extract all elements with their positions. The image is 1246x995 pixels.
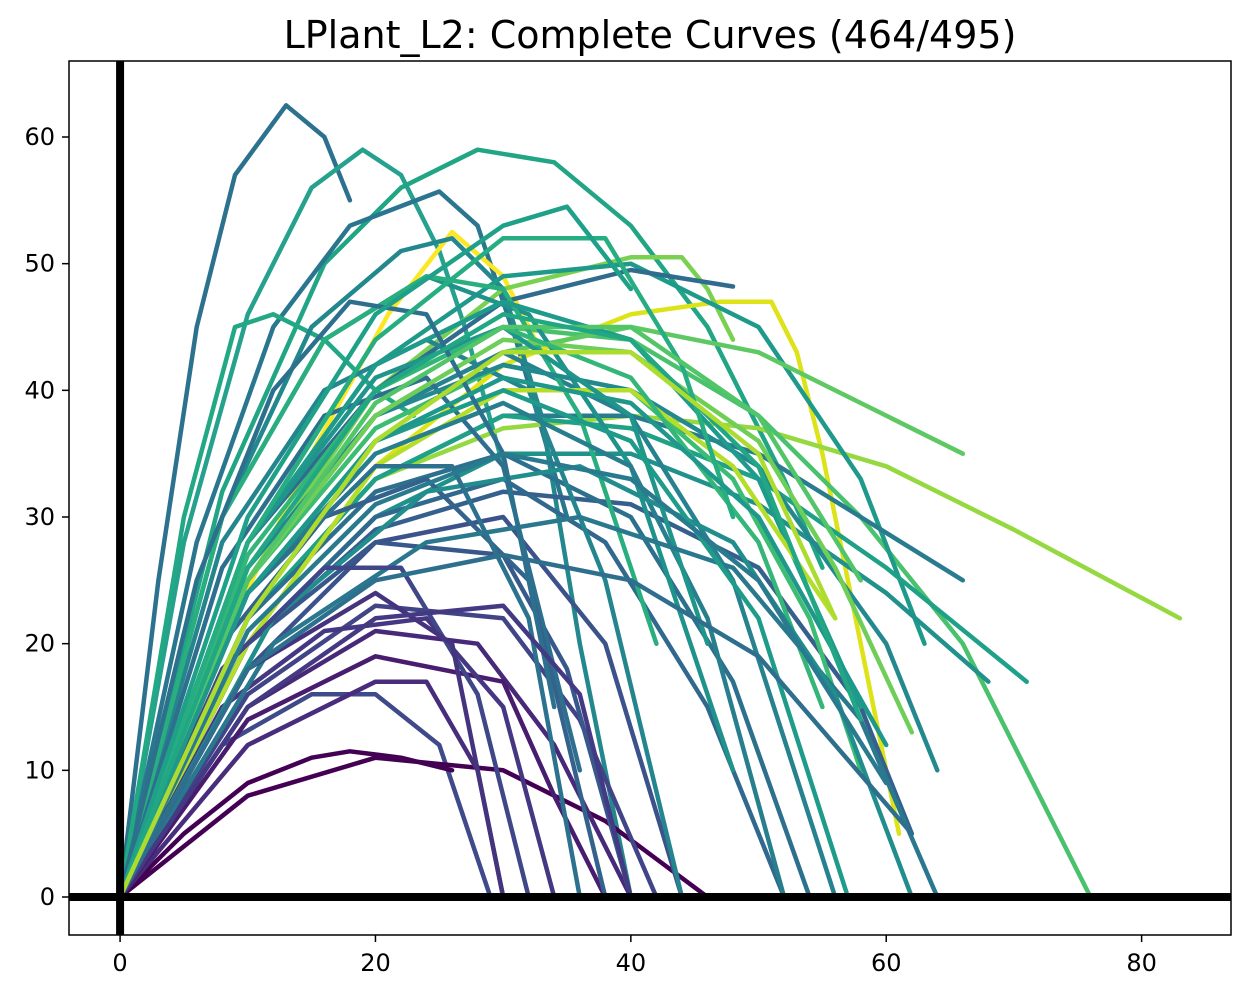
curve-16 [117,749,455,900]
curve-54 [117,324,863,900]
chart-title: LPlant_L2: Complete Curves (464/495) [284,13,1017,57]
curve-1 [117,103,353,900]
x-tick-label-20: 20 [360,949,391,977]
axis-ticks: 0 20 40 60 80 0 10 20 30 40 50 60 [24,123,1156,977]
x-tick-label-80: 80 [1126,949,1157,977]
curve-35 [117,362,940,900]
curve-2 [117,147,506,900]
y-tick-label-0: 0 [40,883,55,911]
y-tick-label-60: 60 [24,123,55,151]
x-tick-label-60: 60 [871,949,902,977]
curve-55 [117,603,634,900]
plot-frame [68,60,1232,936]
curve-3 [117,147,825,900]
curve-52 [117,236,736,900]
curve-56 [117,552,915,900]
curve-17 [117,755,710,900]
curve-53 [117,204,634,900]
reference-lines [69,61,1231,935]
curve-58 [117,375,889,900]
x-tick-label-0: 0 [112,949,127,977]
y-tick-label-40: 40 [24,376,55,404]
y-tick-label-50: 50 [24,250,55,278]
curve-59 [117,312,863,900]
curve-60 [117,350,838,900]
x-tick-label-40: 40 [616,949,647,977]
curves-group [117,103,1183,900]
y-tick-label-30: 30 [24,503,55,531]
curve-4 [117,189,570,900]
y-tick-label-20: 20 [24,630,55,658]
curve-7 [117,413,1183,900]
y-tick-label-10: 10 [24,756,55,784]
curve-57 [117,451,889,900]
